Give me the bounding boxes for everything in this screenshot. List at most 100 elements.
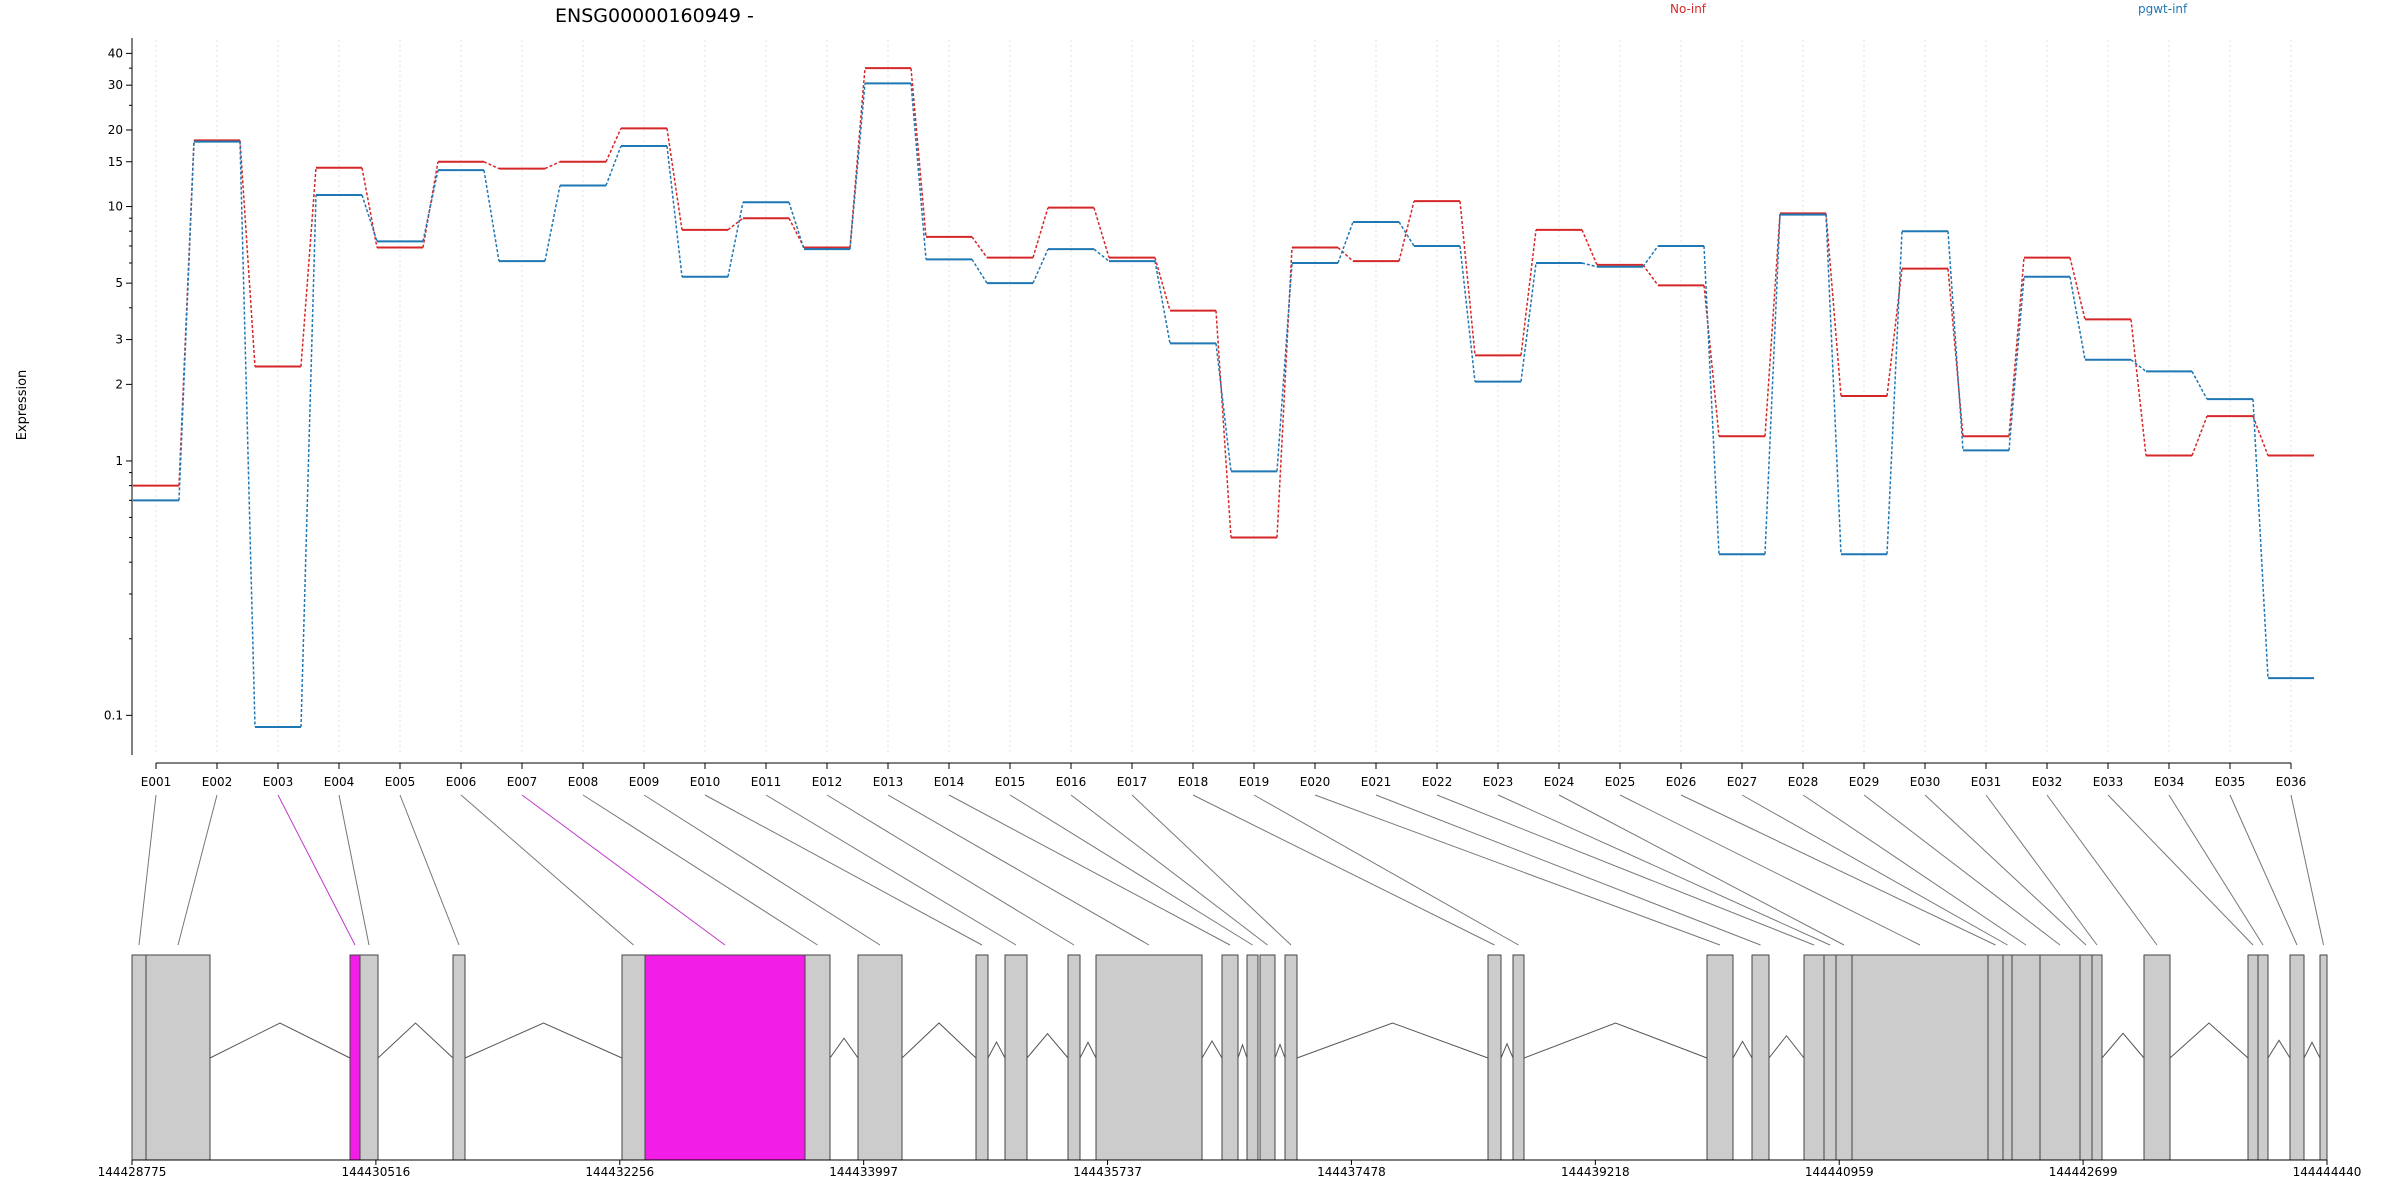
intron-line [2101, 1032, 2145, 1059]
exon-box-e033 [2247, 954, 2259, 1161]
exon-label-e003: E003 [263, 775, 294, 789]
exon-box-e035 [2289, 954, 2305, 1161]
exon-label-e023: E023 [1483, 775, 1514, 789]
exon-label-e019: E019 [1239, 775, 1270, 789]
legend-pgwt-inf: pgwt-inf [2138, 2, 2188, 16]
genome-coordinate-label: 144437478 [1317, 1165, 1386, 1179]
grid-layer [155, 40, 2292, 755]
exon-label-e012: E012 [812, 775, 843, 789]
exon-box-e030 [2079, 954, 2093, 1161]
exon-label-e014: E014 [934, 775, 965, 789]
connector-e014 [948, 794, 1231, 946]
exon-box-e019 [1512, 954, 1525, 1161]
exon-label-e030: E030 [1910, 775, 1941, 789]
intron-line [1296, 1022, 1489, 1059]
exon-label-e029: E029 [1849, 775, 1880, 789]
intron-line [1523, 1022, 1708, 1059]
connector-e019 [1253, 794, 1519, 946]
exon-box-e014 [1221, 954, 1239, 1161]
series-no-inf-transitions [178, 68, 2269, 538]
exon-label-e008: E008 [568, 775, 599, 789]
exon-box-e029 [2039, 954, 2081, 1161]
exon-label-e036: E036 [2276, 775, 2307, 789]
exon-box-e031 [2091, 954, 2103, 1161]
intron-line [1026, 1032, 1069, 1059]
connector-e021 [1375, 794, 1761, 946]
y-tick-label: 10 [108, 200, 123, 214]
gene-model: 144428775 144430516 144432256 144433997 1444… [98, 954, 2361, 1179]
genome-coordinate-label: 144435737 [1073, 1165, 1142, 1179]
y-tick-label: 2 [115, 377, 123, 391]
exon-label-e034: E034 [2154, 775, 2185, 789]
exon-label-e026: E026 [1666, 775, 1697, 789]
exon-box-e027 [2002, 954, 2013, 1161]
exon-label-e031: E031 [1971, 775, 2002, 789]
exon-box-e034 [2257, 954, 2269, 1161]
exon-box-e010 [975, 954, 989, 1161]
exon-box-e015 [1246, 954, 1259, 1161]
exon-box-e004 [359, 954, 379, 1161]
exon-box-e036 [2319, 954, 2328, 1161]
intron-line [464, 1022, 623, 1059]
connector-e008 [582, 794, 818, 946]
connector-e016 [1070, 794, 1268, 946]
intron-line [1201, 1040, 1223, 1059]
exon-box-e007 [644, 954, 806, 1161]
connector-e005 [399, 794, 460, 946]
connector-e009 [643, 794, 881, 946]
connector-e007 [521, 794, 726, 946]
exon-box-e012 [1067, 954, 1081, 1161]
exon-label-e032: E032 [2032, 775, 2063, 789]
exon-label-e001: E001 [141, 775, 172, 789]
connector-e024 [1558, 794, 1845, 946]
connector-e033 [2107, 794, 2254, 946]
intron-line [1500, 1042, 1514, 1059]
connector-e010 [704, 794, 983, 946]
intron-line [2303, 1041, 2321, 1059]
exon-label-e009: E009 [629, 775, 660, 789]
y-tick-label: 40 [108, 46, 123, 60]
connector-e012 [826, 794, 1075, 946]
connector-e011 [765, 794, 1017, 946]
intron-line [2169, 1022, 2249, 1059]
y-tick-label: 20 [108, 123, 123, 137]
exon-label-e005: E005 [385, 775, 416, 789]
connector-e023 [1497, 794, 1831, 946]
series-pgwt-inf-transitions [178, 83, 2269, 728]
exon-box-e020 [1706, 954, 1734, 1161]
exon-box-e017 [1284, 954, 1298, 1161]
exon-box-e009 [857, 954, 903, 1161]
connector-e003 [277, 794, 356, 946]
connector-e006 [460, 794, 634, 946]
connector-e034 [2168, 794, 2264, 946]
exon-box-e028 [2011, 954, 2041, 1161]
exon-label-e027: E027 [1727, 775, 1758, 789]
intron-line [901, 1022, 977, 1059]
genome-coordinate-label: 144430516 [342, 1165, 411, 1179]
exon-label-e010: E010 [690, 775, 721, 789]
intron-line [1274, 1043, 1286, 1059]
legend-no-inf: No-inf [1670, 2, 1707, 16]
intron-line [209, 1022, 351, 1059]
exon-box-e024 [1835, 954, 1853, 1161]
exon-box-e003 [349, 954, 361, 1161]
connector-e031 [1985, 794, 2098, 946]
y-tick-label: 5 [115, 276, 123, 290]
exon-label-e013: E013 [873, 775, 904, 789]
connector-e032 [2046, 794, 2158, 946]
exon-label-e015: E015 [995, 775, 1026, 789]
intron-line [1768, 1034, 1805, 1059]
exon-box-e013 [1095, 954, 1203, 1161]
exon-label-e017: E017 [1117, 775, 1148, 789]
genome-coordinate-label: 144442699 [2049, 1165, 2118, 1179]
exon-box-e023 [1823, 954, 1837, 1161]
connector-e022 [1436, 794, 1815, 946]
genome-coordinate-label: 144439218 [1561, 1165, 1630, 1179]
series-no-inf [133, 67, 2314, 539]
connector-e017 [1131, 794, 1292, 946]
connector-e030 [1924, 794, 2087, 946]
exon-box-e018 [1487, 954, 1502, 1161]
exon-label-e021: E021 [1361, 775, 1392, 789]
connector-e029 [1863, 794, 2061, 946]
